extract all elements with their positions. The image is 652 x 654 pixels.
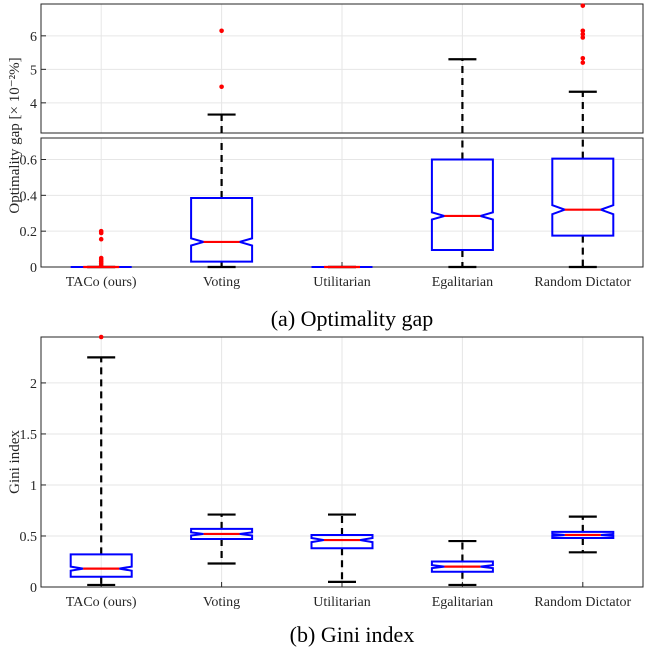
y-tick-label: 6	[30, 30, 37, 45]
outlier-point	[580, 35, 586, 40]
x-tick-label: TACo (ours)	[66, 275, 137, 290]
box-egalitarian	[430, 58, 494, 269]
box-random-dictator	[551, 515, 615, 554]
y-tick-label: 5	[30, 63, 37, 78]
y-tick-label: 1	[30, 479, 37, 494]
box-utilitarian	[310, 513, 374, 583]
box	[430, 158, 494, 251]
box-taco-ours	[69, 334, 133, 587]
box-taco-ours	[70, 228, 132, 269]
outlier-point	[580, 31, 586, 37]
x-tick-label: Random Dictator	[534, 595, 631, 610]
x-tick-label: Utilitarian	[313, 595, 371, 610]
box	[69, 553, 133, 578]
outlier-point	[580, 28, 586, 34]
outlier-point	[98, 230, 104, 236]
y-tick-label: 1.5	[20, 428, 38, 443]
box-voting	[190, 513, 254, 565]
box-voting	[190, 28, 254, 269]
y-tick-label: 0.4	[20, 189, 38, 204]
y-tick-label: 0.6	[20, 154, 38, 169]
x-tick-label: TACo (ours)	[66, 595, 137, 610]
x-tick-label: Utilitarian	[313, 275, 371, 290]
y-tick-label: 0.2	[20, 225, 38, 240]
outlier-point	[98, 334, 104, 340]
x-tick-label: Voting	[203, 595, 240, 610]
axes-frame	[40, 3, 644, 134]
y-tick-label: 0.5	[20, 530, 38, 545]
box-egalitarian	[430, 539, 494, 587]
outlier-point	[580, 3, 586, 8]
x-tick-label: Voting	[203, 275, 240, 290]
y-tick-label: 2	[30, 377, 37, 392]
outlier-point	[98, 236, 104, 242]
box	[551, 157, 615, 237]
box	[190, 527, 254, 541]
y-axis-label: Gini index	[7, 430, 23, 494]
box-random-dictator	[551, 3, 615, 269]
y-axis-label: Optimality gap [× 10⁻²%]	[7, 57, 23, 213]
outlier-point	[219, 28, 224, 34]
caption: (a) Optimality gap	[271, 306, 434, 331]
outlier-point	[580, 60, 586, 65]
box	[310, 533, 374, 550]
outlier-point	[219, 84, 224, 90]
y-tick-label: 0	[30, 581, 37, 596]
box	[551, 530, 615, 540]
y-tick-label: 0	[30, 261, 37, 276]
y-tick-label: 4	[30, 97, 37, 112]
outlier-point	[98, 262, 104, 268]
outlier-point	[580, 55, 586, 61]
box	[190, 197, 254, 263]
x-tick-label: Egalitarian	[432, 275, 493, 290]
x-tick-label: Egalitarian	[432, 595, 493, 610]
caption: (b) Gini index	[290, 622, 415, 647]
x-tick-label: Random Dictator	[534, 275, 631, 290]
box	[430, 560, 494, 573]
